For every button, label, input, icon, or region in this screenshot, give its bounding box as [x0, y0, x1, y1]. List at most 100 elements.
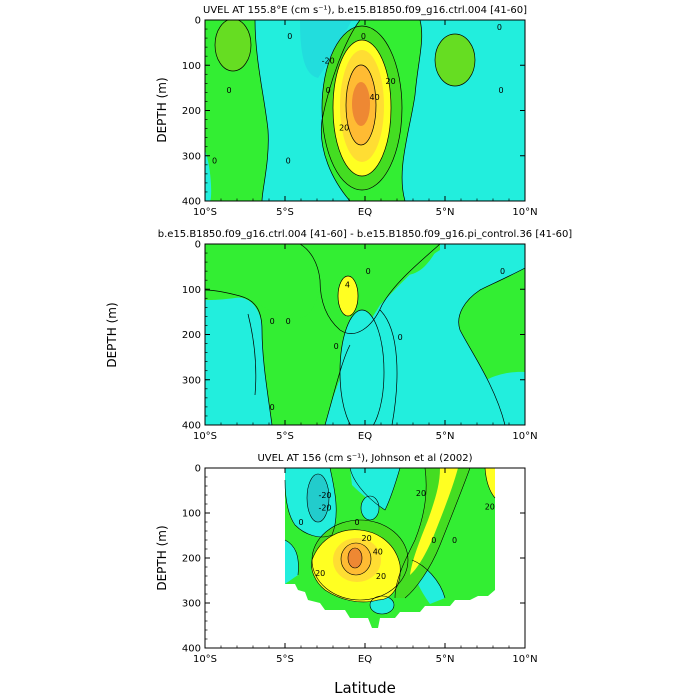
panel-3: UVEL AT 156 (cm s⁻¹), Johnson et al (200…	[155, 453, 538, 665]
panel-1-contour-lines	[214, 20, 476, 201]
y-tick-label: 0	[195, 464, 201, 475]
panel-1-title: UVEL AT 155.8°E (cm s⁻¹), b.e15.B1850.f0…	[203, 5, 527, 16]
contour-label: -20	[322, 57, 335, 66]
x-tick-label: 10°S	[193, 207, 217, 218]
panel-3-contour-fill	[205, 468, 525, 648]
panel-2: b.e15.B1850.f09_g16.ctrl.004 [41-60] - b…	[105, 229, 572, 442]
panel-2-neg-se	[486, 371, 525, 425]
contour-label: 0	[270, 317, 275, 326]
x-tick-label: 10°S	[193, 431, 217, 442]
panel-1-neg-east	[402, 20, 525, 201]
contour-label: 0	[326, 86, 331, 95]
contour-label: 20	[315, 569, 325, 578]
contour-label: 40	[373, 547, 383, 556]
contour-label: 20	[339, 124, 349, 133]
x-tick-label: 5°N	[436, 431, 455, 442]
panel-1-pos-east-blob	[435, 34, 475, 86]
y-tick-label: 300	[182, 599, 201, 610]
contour-label: 0	[212, 156, 217, 165]
panel-1-contour-labels: -20 0 0 0 0 0 0 0 0 20 40 20	[212, 23, 503, 165]
contour-label: 0	[498, 86, 503, 95]
panel-2-pos-west	[205, 244, 320, 318]
contour-label: -20	[318, 504, 331, 513]
panel-3-contour-lines	[284, 468, 496, 615]
x-tick-label: EQ	[358, 654, 372, 665]
x-tick-label: 10°S	[193, 654, 217, 665]
x-tick-label: 5°N	[436, 654, 455, 665]
x-tick-label: 10°N	[512, 654, 537, 665]
contour-label: 20	[416, 489, 426, 498]
contour-label: 4	[345, 281, 350, 290]
panel-1-neg-core	[300, 20, 352, 78]
panel-1-core-60	[352, 82, 370, 126]
panel-3-neg-sw	[285, 540, 299, 584]
contour-label: 20	[376, 572, 386, 581]
y-tick-label: 400	[182, 421, 201, 432]
contour-label: 0	[298, 518, 303, 527]
contour-label: 0	[431, 536, 436, 545]
contour-label: 0	[287, 32, 292, 41]
y-tick-label: 200	[182, 330, 201, 341]
contour-label: 0	[452, 536, 457, 545]
contour-label: 0	[497, 23, 502, 32]
contour-label: 0	[334, 342, 339, 351]
panel-2-neg-sliver	[246, 314, 256, 395]
panel-2-title: b.e15.B1850.f09_g16.ctrl.004 [41-60] - b…	[158, 229, 573, 240]
panel-1: UVEL AT 155.8°E (cm s⁻¹), b.e15.B1850.f0…	[155, 5, 538, 218]
panel-2-neg-center	[340, 310, 384, 425]
contour-label: 0	[286, 156, 291, 165]
x-tick-label: 10°N	[512, 431, 537, 442]
panel-1-contour-fill	[205, 20, 525, 201]
panel-3-ylabel: DEPTH (m)	[155, 525, 169, 590]
contour-label: -20	[318, 491, 331, 500]
panel-1-ylabel: DEPTH (m)	[155, 77, 169, 142]
x-axis-label: Latitude	[334, 679, 396, 697]
panel-3-core-60	[348, 548, 362, 568]
contour-label: 20	[485, 502, 495, 511]
y-tick-label: 0	[195, 16, 201, 27]
y-tick-label: 100	[182, 61, 201, 72]
y-tick-label: 300	[182, 375, 201, 386]
panel-3-pos-yellow-band	[410, 468, 458, 575]
y-tick-label: 200	[182, 106, 201, 117]
panel-3-neg-top	[350, 468, 400, 510]
x-tick-label: 5°S	[276, 654, 294, 665]
panel-1-neg-west-deep	[205, 150, 212, 201]
y-tick-label: 400	[182, 197, 201, 208]
panel-2-contour-lines	[205, 244, 525, 425]
contour-label: 40	[370, 93, 380, 102]
contour-label: 0	[226, 86, 231, 95]
x-tick-label: 5°S	[276, 431, 294, 442]
x-tick-label: EQ	[358, 207, 372, 218]
panel-2-contour-fill	[205, 244, 525, 425]
contour-label: 0	[398, 333, 403, 342]
panel-2-contour-labels: 4 0 0 0 0 0 0 0	[270, 267, 505, 412]
contour-label: 0	[270, 403, 275, 412]
x-tick-label: EQ	[358, 431, 372, 442]
panel-2-ylabel: DEPTH (m)	[105, 302, 119, 367]
contour-label: 0	[361, 32, 366, 41]
y-tick-label: 0	[195, 240, 201, 251]
y-tick-label: 100	[182, 509, 201, 520]
panel-3-title: UVEL AT 156 (cm s⁻¹), Johnson et al (200…	[257, 453, 472, 464]
contour-label: 0	[366, 267, 371, 276]
y-tick-label: 100	[182, 285, 201, 296]
x-tick-label: 10°N	[512, 207, 537, 218]
contour-label: 0	[500, 267, 505, 276]
x-tick-label: 5°N	[436, 207, 455, 218]
contour-label: 0	[354, 518, 359, 527]
contour-label: 20	[362, 534, 372, 543]
panel-2-pos-max	[338, 276, 358, 316]
panel-3-neg-core	[307, 474, 329, 522]
panel-1-pos-west-blob	[215, 20, 251, 71]
y-tick-label: 300	[182, 151, 201, 162]
y-tick-label: 400	[182, 644, 201, 655]
x-tick-label: 5°S	[276, 207, 294, 218]
contour-label: 0	[286, 317, 291, 326]
contour-label: 20	[386, 77, 396, 86]
